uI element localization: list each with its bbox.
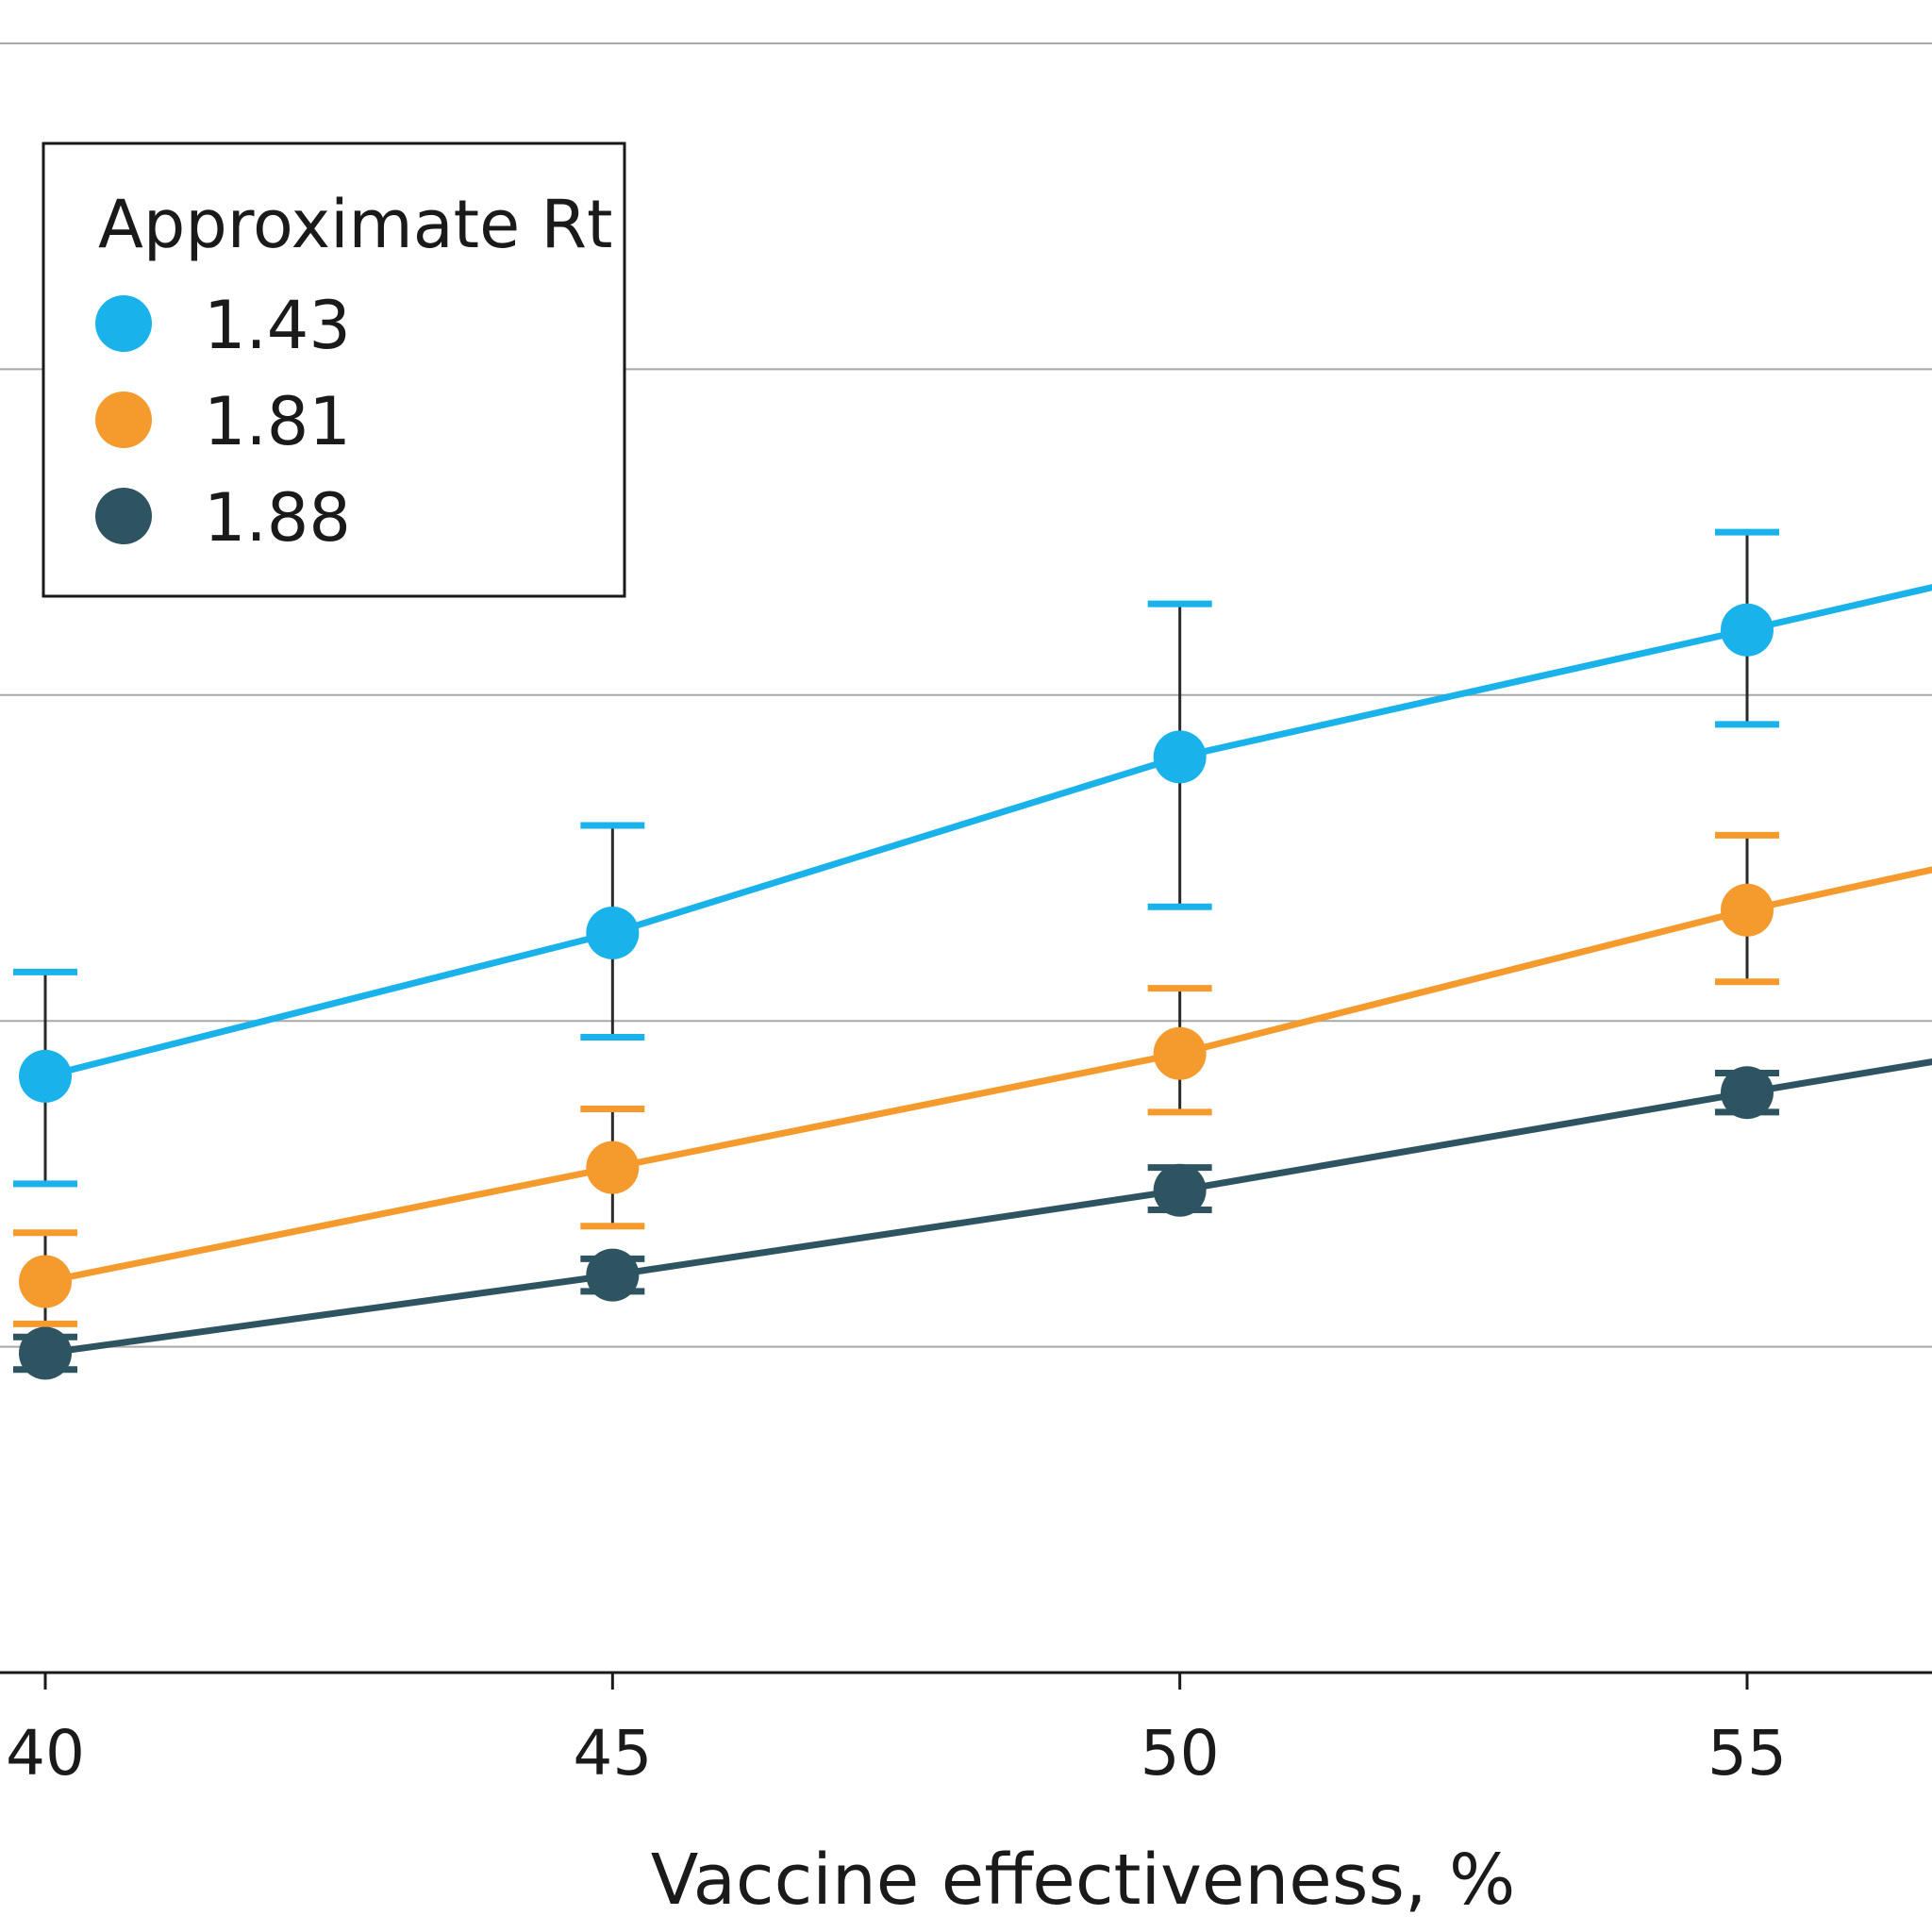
legend-swatch [95,295,152,352]
legend-swatch [95,488,152,544]
legend: Approximate Rt 1.43 1.81 1.88 [42,142,626,598]
data-point [1153,730,1207,784]
x-axis-ticks: 40 45 50 55 [6,1673,1787,1790]
series-group [13,528,1932,1380]
legend-title: Approximate Rt [98,186,612,263]
x-tick-label: 40 [6,1717,85,1790]
legend-label: 1.43 [204,287,351,364]
legend-label: 1.88 [204,479,351,557]
data-point [586,1141,640,1194]
x-axis-title: Vaccine effectiveness, % [651,1840,1516,1921]
x-tick-label: 55 [1707,1717,1787,1790]
x-tick-label: 45 [573,1717,652,1790]
data-point [19,1255,72,1308]
data-point [1721,883,1774,937]
data-point [1153,1026,1207,1080]
legend-swatch [95,391,152,448]
legend-label: 1.81 [204,383,351,460]
x-tick-label: 50 [1141,1717,1220,1790]
data-point [1153,1163,1207,1217]
legend-items: 1.43 1.81 1.88 [95,287,351,557]
data-point [586,906,640,959]
data-point [1721,1066,1774,1120]
data-point [19,1049,72,1103]
data-point [586,1248,640,1302]
series-line [44,866,1932,1285]
data-point [1721,603,1774,657]
data-point [19,1326,72,1380]
series-line [44,1058,1932,1357]
